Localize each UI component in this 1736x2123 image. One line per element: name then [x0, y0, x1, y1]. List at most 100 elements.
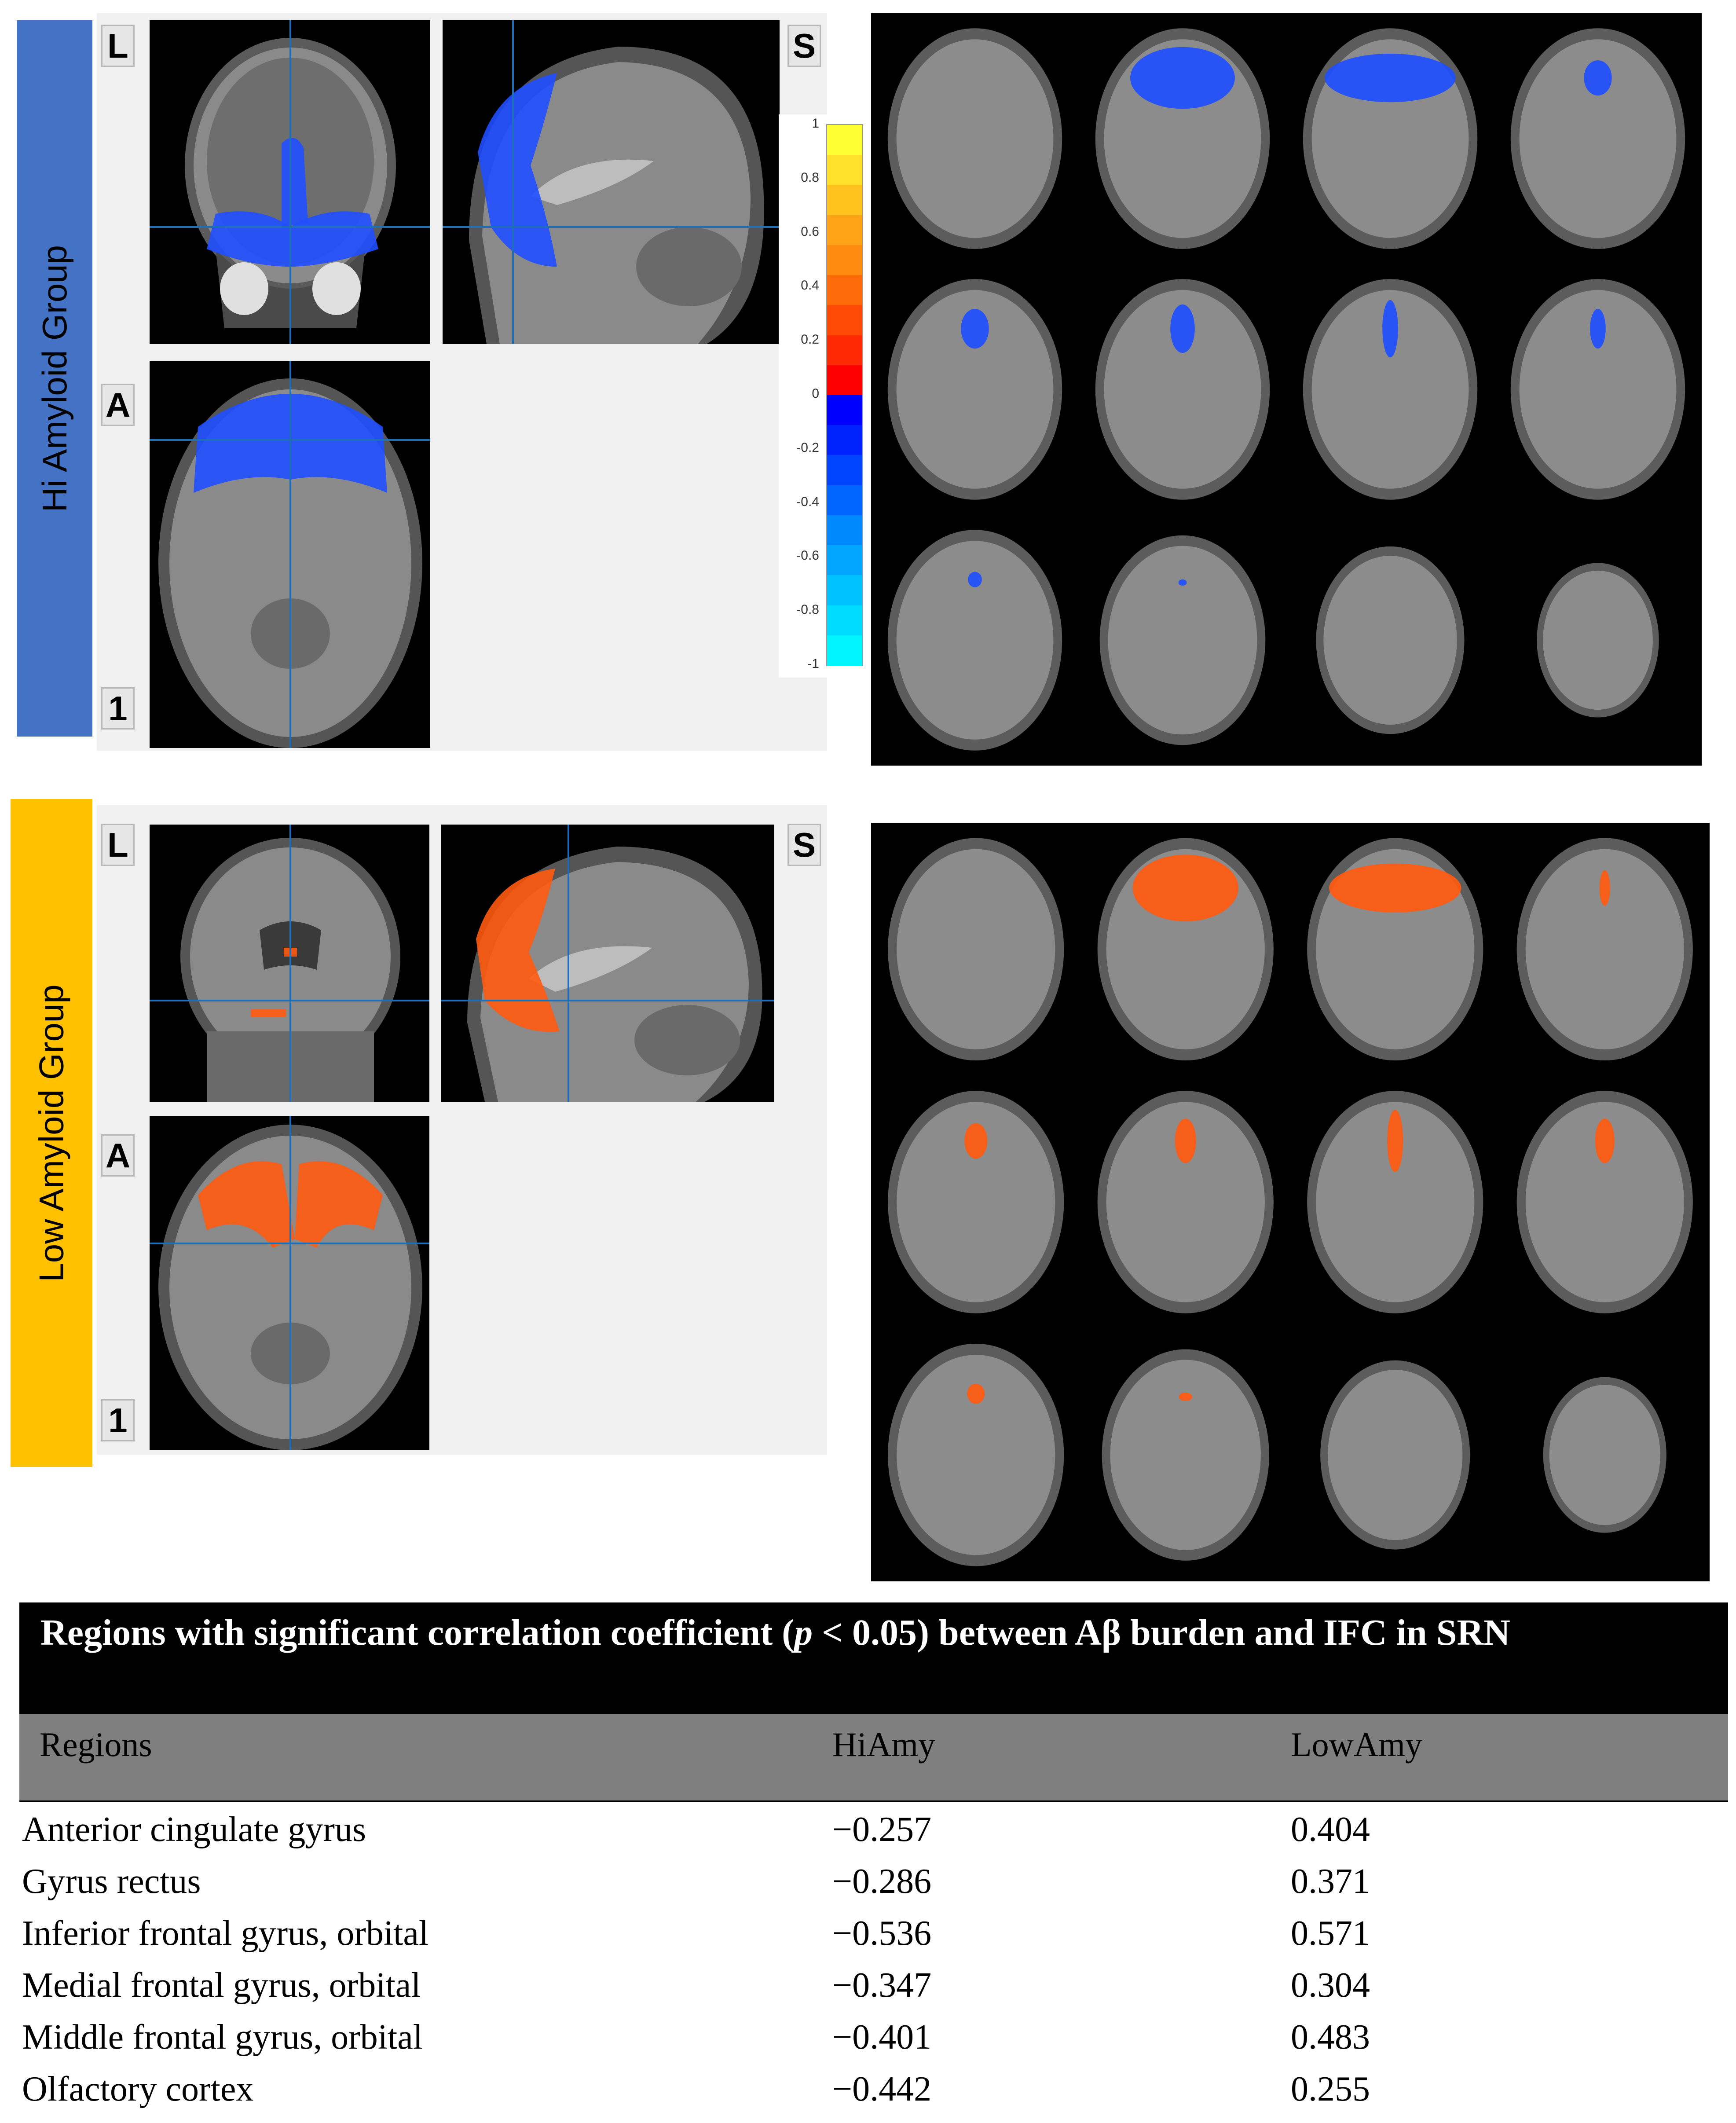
- colorbar-tick-label: 0.6: [801, 224, 819, 239]
- activation-blob: [961, 308, 989, 349]
- colorbar-swatch: [827, 455, 862, 486]
- axial-slice: [1095, 28, 1270, 249]
- colorbar-swatch: [827, 335, 862, 366]
- cell-hiamy: −0.286: [832, 1862, 932, 1901]
- colorbar-tick-label: 1: [812, 116, 819, 131]
- activation-blob: [1387, 1110, 1403, 1172]
- low-coronal-view: [150, 825, 429, 1102]
- hi-label-superior: S: [787, 25, 821, 67]
- axial-slice: [1097, 838, 1274, 1061]
- colorbar-swatch: [827, 155, 862, 186]
- low-axial-image: [150, 1116, 429, 1450]
- colorbar: 1 0.8 0.6 0.4 0.2 0 -0.2 -0.4 -0.6 -0.8 -1: [779, 114, 867, 678]
- activation-blob: [1329, 863, 1461, 913]
- colorbar-tick-label: -1: [807, 656, 819, 671]
- table-title-p: p: [794, 1612, 813, 1653]
- table-title: Regions with significant correlation coe…: [19, 1602, 1728, 1714]
- colorbar-tick-label: 0.4: [801, 278, 819, 293]
- table-row: Middle frontal gyrus, orbital −0.401 0.483: [19, 2014, 1728, 2066]
- hi-axial-mosaic: [871, 13, 1702, 766]
- colorbar-ticks: 1 0.8 0.6 0.4 0.2 0 -0.2 -0.4 -0.6 -0.8 -1: [779, 114, 823, 678]
- cell-region: Medial frontal gyrus, orbital: [22, 1966, 421, 2005]
- table-body: Anterior cingulate gyrus −0.257 0.404 Gyrus…: [19, 1800, 1728, 2123]
- activation-blob: [1170, 304, 1195, 353]
- axial-slice: [1307, 838, 1483, 1061]
- low-label-superior: S: [787, 824, 821, 866]
- hi-axial-image: [150, 361, 430, 748]
- activation-blob: [968, 572, 982, 587]
- colorbar-swatch: [827, 275, 862, 306]
- low-amyloid-group-label: Low Amyloid Group: [32, 984, 71, 1282]
- header-hiamy: HiAmy: [832, 1725, 935, 1764]
- colorbar-swatch: [827, 395, 862, 426]
- colorbar-swatch: [827, 605, 862, 636]
- table-row: Gyrus rectus −0.286 0.371: [19, 1858, 1728, 1910]
- low-label-left: L: [101, 824, 135, 866]
- colorbar-tick-label: -0.2: [796, 440, 819, 455]
- activation-blob: [1325, 53, 1456, 103]
- colorbar-swatch: [827, 305, 862, 336]
- hi-coronal-activation-lower: [207, 211, 378, 267]
- hi-amyloid-group-bar: Hi Amyloid Group: [17, 20, 92, 737]
- low-sagittal-image: [441, 825, 774, 1102]
- cell-hiamy: −0.442: [832, 2070, 932, 2108]
- hi-mosaic-image: [887, 28, 1685, 751]
- hi-coronal-view: [150, 20, 430, 344]
- cell-lowamy: 0.483: [1291, 2018, 1370, 2057]
- low-axial-view: [150, 1116, 429, 1450]
- hi-sagittal-view: [443, 20, 780, 344]
- axial-slice: [1303, 28, 1478, 249]
- colorbar-tick-label: -0.8: [796, 602, 819, 617]
- table-title-after: < 0.05) between Aβ burden and IFC in SRN: [813, 1612, 1510, 1653]
- activation-blob: [1595, 1118, 1615, 1163]
- hi-coronal-image: [150, 20, 430, 344]
- hi-label-anterior: A: [101, 384, 135, 426]
- header-lowamy: LowAmy: [1291, 1725, 1422, 1764]
- cell-hiamy: −0.347: [832, 1966, 932, 2005]
- activation-blob: [1599, 870, 1610, 906]
- cell-hiamy: −0.536: [832, 1914, 932, 1953]
- low-axial-activation-left: [198, 1161, 295, 1248]
- activation-blob: [1132, 854, 1238, 922]
- cell-lowamy: 0.304: [1291, 1966, 1370, 2005]
- activation-blob: [1590, 308, 1606, 349]
- axial-slice: [1516, 1091, 1693, 1313]
- colorbar-swatch: [827, 545, 862, 576]
- table-row: Inferior frontal gyrus, orbital −0.536 0.5…: [19, 1910, 1728, 1962]
- colorbar-swatch: [827, 185, 862, 216]
- colorbar-swatch: [827, 425, 862, 456]
- cell-lowamy: 0.571: [1291, 1914, 1370, 1953]
- cell-region: Middle frontal gyrus, orbital: [22, 2018, 423, 2057]
- axial-slice: [888, 1343, 1064, 1566]
- table-title-before: Regions with significant correlation coe…: [40, 1612, 795, 1653]
- cell-lowamy: 0.255: [1291, 2070, 1370, 2108]
- colorbar-swatch: [827, 245, 862, 276]
- table-row: Olfactory cortex −0.442 0.255: [19, 2066, 1728, 2118]
- axial-slice: [887, 530, 1062, 751]
- axial-slice: [1537, 563, 1659, 718]
- hi-axial-view: [150, 361, 430, 748]
- activation-blob: [1179, 1392, 1192, 1401]
- axial-slice: [888, 838, 1064, 1061]
- hi-label-left: L: [101, 25, 135, 67]
- table-header-row: Regions HiAmy LowAmy: [19, 1714, 1728, 1800]
- axial-slice: [888, 1091, 1064, 1313]
- axial-slice: [1510, 28, 1685, 249]
- hi-label-index: 1: [101, 687, 135, 730]
- axial-slice: [1543, 1377, 1666, 1533]
- low-amyloid-group-bar: Low Amyloid Group: [11, 799, 92, 1467]
- low-mosaic-image: [888, 838, 1693, 1566]
- colorbar-tick-label: 0.2: [801, 332, 819, 347]
- low-coronal-activation-lower: [251, 1009, 286, 1017]
- low-coronal-image: [150, 825, 429, 1102]
- colorbar-tick-label: 0.8: [801, 170, 819, 185]
- axial-slice: [887, 28, 1062, 249]
- axial-slice: [1102, 1349, 1269, 1561]
- axial-slice: [1095, 279, 1270, 500]
- cell-lowamy: 0.371: [1291, 1862, 1370, 1901]
- low-axial-mosaic: [871, 823, 1710, 1581]
- activation-blob: [1178, 579, 1187, 586]
- colorbar-tick-label: 0: [812, 386, 819, 401]
- colorbar-swatch: [827, 515, 862, 546]
- axial-slice: [1510, 279, 1685, 500]
